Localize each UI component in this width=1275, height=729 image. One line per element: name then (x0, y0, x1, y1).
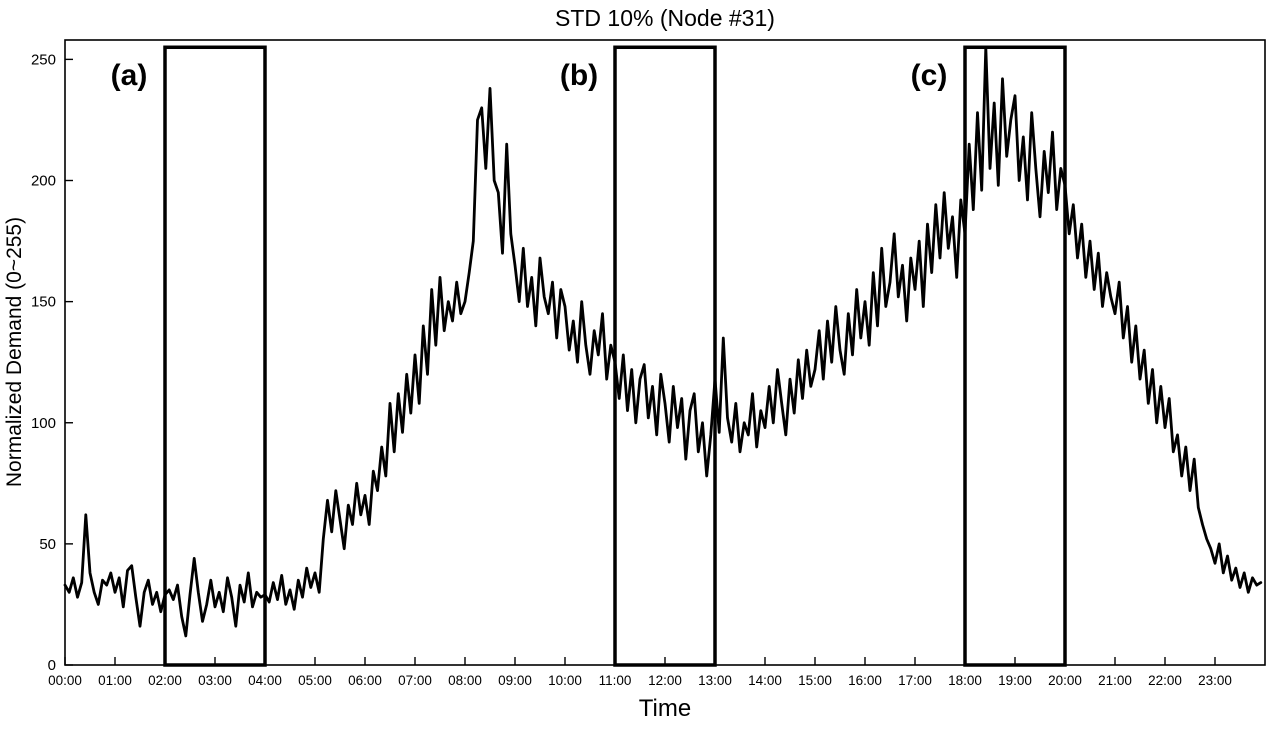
x-tick-label: 17:00 (898, 673, 932, 688)
y-tick-label: 50 (39, 536, 56, 553)
highlight-box-c (963, 45, 1067, 667)
y-tick-label: 0 (48, 657, 56, 674)
y-tick-label: 150 (31, 294, 56, 311)
y-axis-label: Normalized Demand (0~255) (3, 217, 26, 487)
x-tick-label: 16:00 (848, 673, 882, 688)
chart-title: STD 10% (Node #31) (555, 5, 775, 31)
x-tick-label: 04:00 (248, 673, 282, 688)
x-tick-label: 07:00 (398, 673, 432, 688)
highlight-box-a (163, 45, 267, 667)
demand-line (63, 45, 1263, 638)
highlight-box-label-b: (b) (560, 59, 598, 92)
x-tick-label: 21:00 (1098, 673, 1132, 688)
x-tick-label: 00:00 (48, 673, 82, 688)
x-tick-label: 22:00 (1148, 673, 1182, 688)
x-tick-label: 06:00 (348, 673, 382, 688)
x-tick-label: 23:00 (1198, 673, 1232, 688)
x-tick-label: 01:00 (98, 673, 132, 688)
plot-border (64, 39, 1266, 666)
x-tick-label: 13:00 (698, 673, 732, 688)
x-tick-label: 10:00 (548, 673, 582, 688)
y-tick-label: 200 (31, 173, 56, 190)
x-tick-label: 14:00 (748, 673, 782, 688)
x-tick-label: 05:00 (298, 673, 332, 688)
plot-area: 0 50 100 150 200 250 00:00 01:00 02:00 03:00 04:00… (31, 39, 1266, 688)
x-tick-label: 18:00 (948, 673, 982, 688)
x-tick-label: 19:00 (998, 673, 1032, 688)
x-axis-label: Time (639, 695, 691, 722)
highlight-box-b (613, 45, 717, 667)
x-tick-label: 20:00 (1048, 673, 1082, 688)
x-tick-label: 08:00 (448, 673, 482, 688)
y-tick-label: 100 (31, 415, 56, 432)
x-tick-label: 15:00 (798, 673, 832, 688)
highlight-box-label-c: (c) (911, 59, 948, 92)
x-tick-label: 09:00 (498, 673, 532, 688)
y-tick-label: 250 (31, 51, 56, 68)
highlight-box-label-a: (a) (111, 59, 148, 92)
x-tick-label: 02:00 (148, 673, 182, 688)
x-tick-label: 03:00 (198, 673, 232, 688)
x-tick-label: 12:00 (648, 673, 682, 688)
x-tick-label: 11:00 (599, 673, 632, 688)
